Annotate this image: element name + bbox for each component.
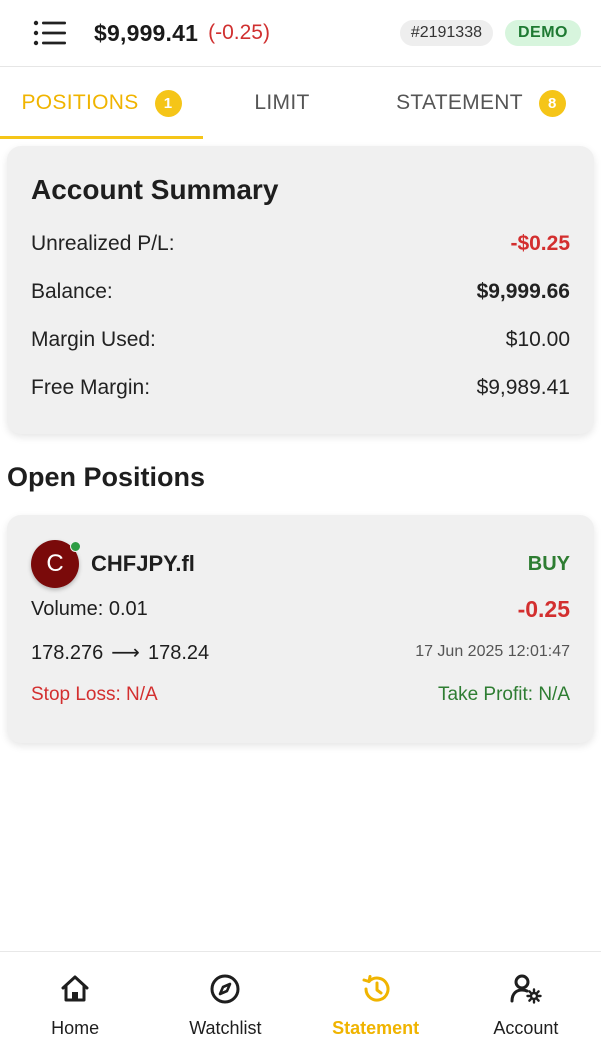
tab-statement-label: STATEMENT [396, 91, 523, 114]
position-volume-row: Volume: 0.01 -0.25 [31, 589, 570, 629]
summary-row-unrealized-pl: Unrealized P/L: -$0.25 [31, 220, 570, 268]
bottom-nav: Home Watchlist Statement Acco [0, 951, 601, 1056]
balance-change: (-0.25) [208, 21, 270, 44]
position-price-row: 178.276 ⟶ 178.24 17 Jun 2025 12:01:47 [31, 629, 570, 675]
open-price: 178.276 [31, 641, 104, 664]
summary-label: Unrealized P/L: [31, 232, 175, 255]
summary-label: Balance: [31, 280, 113, 303]
margin-used-value: $10.00 [505, 328, 570, 351]
open-positions-title: Open Positions [7, 462, 206, 492]
menu-icon[interactable] [32, 15, 68, 51]
position-card[interactable]: C CHFJPY.fl BUY Volume: 0.01 -0.25 178.2… [7, 515, 594, 743]
nav-account-label: Account [493, 1018, 559, 1038]
tab-positions[interactable]: POSITIONS 1 [0, 67, 203, 139]
unrealized-pl-value: -$0.25 [510, 232, 570, 255]
position-pl: -0.25 [517, 595, 570, 622]
history-icon [362, 975, 390, 1002]
tab-limit-label: LIMIT [254, 91, 310, 114]
status-dot-icon [70, 541, 81, 552]
tab-statement-count: 8 [538, 89, 566, 117]
nav-watchlist[interactable]: Watchlist [150, 952, 300, 1056]
account-balance: $9,999.41 [94, 19, 199, 46]
compass-icon [210, 974, 240, 1004]
summary-label: Margin Used: [31, 328, 156, 351]
arrow-right-icon: ⟶ [111, 641, 140, 664]
take-profit: Take Profit: N/A [438, 684, 570, 705]
summary-row-balance: Balance: $9,999.66 [31, 268, 570, 316]
price-change: 178.276 ⟶ 178.24 [31, 640, 209, 665]
summary-row-free-margin: Free Margin: $9,989.41 [31, 364, 570, 412]
nav-account[interactable]: Account [451, 952, 601, 1056]
user-settings-icon [510, 974, 542, 1004]
position-sltp-row: Stop Loss: N/A Take Profit: N/A [31, 675, 570, 715]
nav-home[interactable]: Home [0, 952, 150, 1056]
balance-value: $9,999.66 [476, 280, 570, 303]
nav-statement-label: Statement [332, 1018, 420, 1038]
position-volume: Volume: 0.01 [31, 597, 148, 620]
top-bar: $9,999.41 (-0.25) #2191338 DEMO [0, 0, 601, 67]
symbol-avatar: C [31, 540, 81, 588]
stop-loss: Stop Loss: N/A [31, 684, 158, 705]
demo-badge: DEMO [505, 20, 581, 46]
current-price: 178.24 [147, 641, 210, 664]
position-header: C CHFJPY.fl BUY [31, 515, 570, 611]
account-summary-title: Account Summary [31, 174, 279, 205]
tab-limit[interactable]: LIMIT [203, 67, 361, 139]
summary-row-margin-used: Margin Used: $10.00 [31, 316, 570, 364]
tab-positions-count: 1 [154, 89, 182, 117]
tab-bar: POSITIONS 1 LIMIT STATEMENT 8 [0, 67, 601, 139]
account-summary-card: Account Summary Unrealized P/L: -$0.25 B… [7, 146, 594, 434]
nav-watchlist-label: Watchlist [189, 1018, 262, 1038]
account-id-badge: #2191338 [399, 20, 493, 46]
tab-positions-label: POSITIONS [21, 91, 139, 114]
position-timestamp: 17 Jun 2025 12:01:47 [415, 643, 570, 660]
position-side: BUY [527, 552, 570, 575]
summary-label: Free Margin: [31, 376, 151, 399]
avatar-letter: C [46, 550, 64, 577]
nav-home-label: Home [51, 1018, 100, 1038]
home-icon [61, 975, 89, 1002]
free-margin-value: $9,989.41 [476, 376, 570, 399]
nav-statement[interactable]: Statement [301, 952, 451, 1056]
tab-statement[interactable]: STATEMENT 8 [361, 67, 601, 139]
position-symbol: CHFJPY.fl [91, 551, 195, 576]
